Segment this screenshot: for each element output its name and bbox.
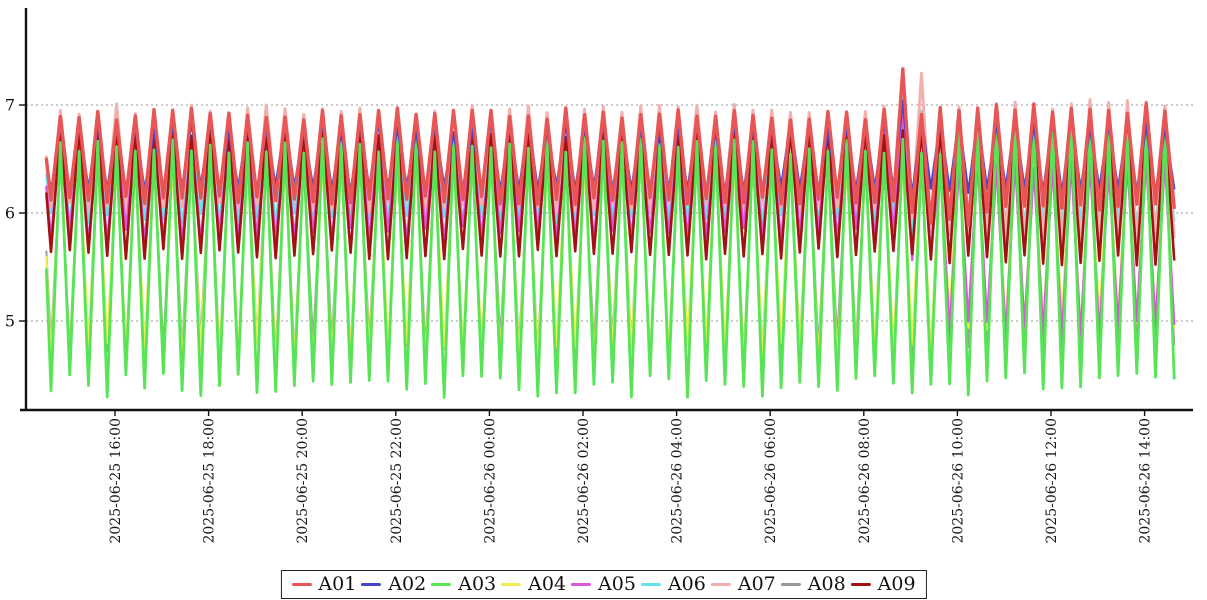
x-tick-label: 2025-06-25 20:00 xyxy=(295,418,311,544)
legend-swatch-A07 xyxy=(710,582,731,587)
legend-item-A06: A06 xyxy=(640,573,706,595)
x-tick-label: 2025-06-25 18:00 xyxy=(202,418,218,544)
legend-item-A01: A01 xyxy=(291,575,356,594)
legend-label-A06: A06 xyxy=(667,573,706,595)
x-tick-label: 2025-06-25 22:00 xyxy=(389,418,405,544)
legend-swatch-A08 xyxy=(780,582,801,587)
legend-label-A05: A05 xyxy=(598,573,636,595)
x-tick-label: 2025-06-26 06:00 xyxy=(763,418,779,544)
legend-label-A08: A08 xyxy=(807,573,846,595)
legend: A01 A02 A03 A04 A05 A06 A07 A08 A09 xyxy=(280,570,927,599)
x-tick-label: 2025-06-26 02:00 xyxy=(576,418,592,544)
legend-swatch-A02 xyxy=(361,582,382,587)
x-tick-label: 2025-06-26 14:00 xyxy=(1138,418,1154,544)
legend-label-A09: A09 xyxy=(877,573,916,595)
series-line-A09 xyxy=(45,120,1176,267)
legend-item-A02: A02 xyxy=(361,575,426,594)
legend-label-A04: A04 xyxy=(528,573,567,595)
series-line-A01 xyxy=(44,67,1176,227)
legend-item-A09: A09 xyxy=(850,573,916,595)
legend-item-A03: A03 xyxy=(431,575,496,594)
x-tick-label: 2025-06-26 04:00 xyxy=(670,418,686,544)
legend-item-A05: A05 xyxy=(571,575,636,594)
legend-swatch-A03 xyxy=(431,582,452,587)
x-tick-label: 2025-06-26 00:00 xyxy=(482,418,498,544)
legend-label-A03: A03 xyxy=(458,573,497,595)
x-tick-label: 2025-06-26 10:00 xyxy=(950,418,966,544)
y-tick-label: 7 xyxy=(5,96,15,115)
legend-label-A07: A07 xyxy=(737,573,776,595)
legend-swatch-A09 xyxy=(850,582,871,587)
x-tick-label: 2025-06-26 12:00 xyxy=(1044,418,1060,544)
legend-item-A08: A08 xyxy=(780,573,846,595)
legend-item-A04: A04 xyxy=(501,575,566,594)
legend-swatch-A04 xyxy=(501,582,522,587)
y-tick-label: 5 xyxy=(5,312,15,331)
series-line-A03 xyxy=(45,117,1176,399)
legend-swatch-A01 xyxy=(291,582,312,587)
legend-swatch-A05 xyxy=(571,582,592,587)
legend-label-A02: A02 xyxy=(388,573,427,595)
y-tick-label: 6 xyxy=(5,204,15,223)
legend-item-A07: A07 xyxy=(710,573,776,595)
x-tick-label: 2025-06-25 16:00 xyxy=(108,418,124,544)
x-tick-label: 2025-06-26 08:00 xyxy=(857,418,873,544)
legend-swatch-A06 xyxy=(640,582,661,587)
legend-label-A01: A01 xyxy=(318,573,357,595)
